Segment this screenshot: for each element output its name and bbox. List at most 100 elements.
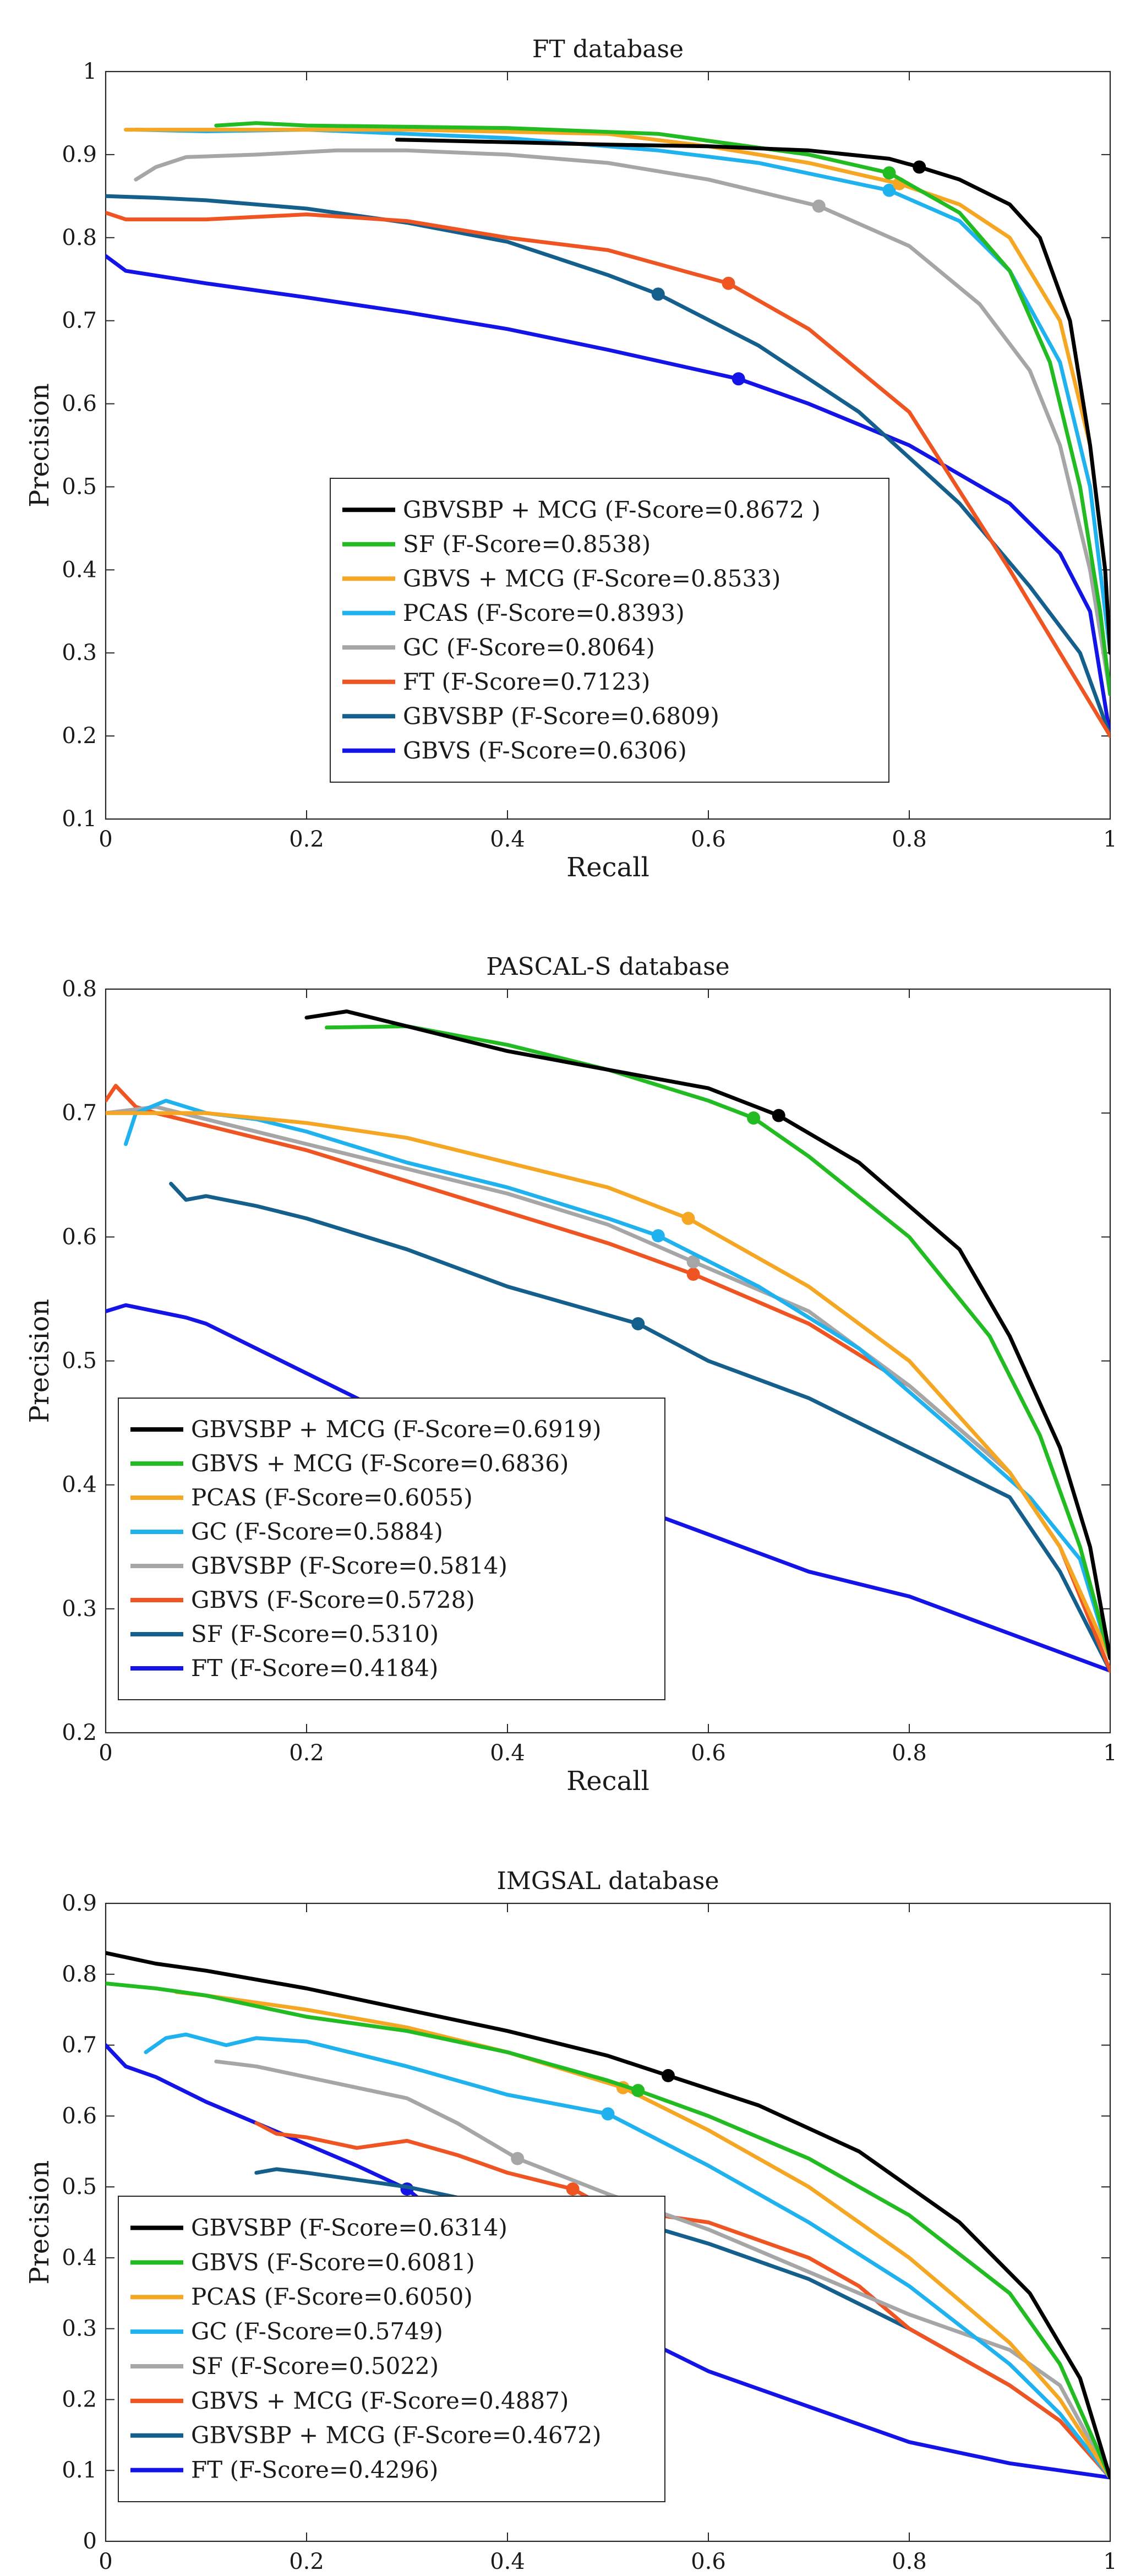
- series-group: [106, 1009, 1110, 1673]
- y-tick-label: 0.5: [62, 474, 97, 499]
- legend-entry: PCAS (F-Score=0.8393): [403, 599, 685, 626]
- series-line-pcas: [174, 1990, 1110, 2480]
- y-tick-label: 0.4: [62, 557, 97, 582]
- x-tick-label: 0.4: [490, 1740, 525, 1766]
- x-tick-label: 0.2: [289, 827, 324, 852]
- x-tick-label: 0.8: [892, 1740, 927, 1766]
- f-score-point: [681, 1211, 695, 1225]
- legend-entry: PCAS (F-Score=0.6050): [191, 2283, 473, 2310]
- legend-entry: GC (F-Score=0.8064): [403, 634, 655, 661]
- chart-panel-3: 0 0.2 0.4 0.6 0.8 1 0 0.1 0.2 0.3 0.4 0.5 0.6 0.7 0.8 0…: [24, 1867, 1117, 2576]
- legend-entry: PCAS (F-Score=0.6055): [191, 1484, 473, 1511]
- x-tick-label: 1: [1103, 2549, 1117, 2573]
- legend-entry: FT (F-Score=0.7123): [403, 668, 650, 695]
- legend-box: [330, 478, 889, 783]
- x-tick-label: 0.6: [691, 827, 726, 852]
- legend-box: [118, 1398, 665, 1700]
- series-line-gc: [144, 2032, 1110, 2480]
- legend-entry: SF (F-Score=0.8538): [403, 531, 651, 558]
- y-tick-label: 0: [83, 2529, 97, 2554]
- x-tick-label: 0: [99, 2549, 112, 2573]
- f-score-point: [722, 276, 735, 290]
- f-score-point: [631, 1317, 645, 1330]
- f-score-point: [686, 1255, 700, 1269]
- x-tick-label: 0: [99, 1740, 112, 1766]
- legend-box: [118, 2196, 665, 2502]
- series-line-ft: [106, 211, 1110, 738]
- legend-entry: GBVSBP (F-Score=0.5814): [191, 1552, 507, 1579]
- y-tick-label: 0.6: [62, 1224, 97, 1249]
- legend-entry: GBVS (F-Score=0.5728): [191, 1586, 475, 1613]
- chart-title: IMGSAL database: [496, 1867, 719, 1895]
- f-score-point: [747, 1111, 761, 1125]
- f-score-point: [566, 2182, 580, 2196]
- series-line-pcas: [106, 1111, 1110, 1661]
- y-axis-label: Precision: [24, 1299, 55, 1423]
- x-tick-label: 0.8: [892, 2549, 927, 2573]
- f-score-point: [662, 2069, 675, 2082]
- legend-entry: GBVSBP (F-Score=0.6314): [191, 2214, 507, 2241]
- x-tick-label: 0.6: [691, 1740, 726, 1766]
- legend-entry: GBVSBP + MCG (F-Score=0.4672): [191, 2422, 601, 2449]
- y-tick-label: 0.3: [62, 2316, 97, 2342]
- x-tick-label: 0.6: [691, 2549, 726, 2573]
- legend-entry: GBVS + MCG (F-Score=0.6836): [191, 1450, 569, 1477]
- y-tick-label: 0.2: [62, 2387, 97, 2412]
- f-score-point: [812, 199, 826, 213]
- y-tick-label: 0.5: [62, 1349, 97, 1374]
- y-tick-label: 0.2: [62, 723, 97, 749]
- chart-panel-2: 0 0.2 0.4 0.6 0.8 10.20.30.40.50.60.70.8PASCA…: [24, 953, 1117, 1797]
- legend-entry: SF (F-Score=0.5310): [191, 1620, 439, 1647]
- legend-entry: GBVS + MCG (F-Score=0.8533): [403, 565, 780, 592]
- y-axis-label: Precision: [24, 383, 55, 507]
- y-tick-label: 0.1: [62, 2458, 97, 2483]
- y-tick-label: 0.3: [62, 640, 97, 665]
- y-tick-label: 0.7: [62, 308, 97, 334]
- f-score-point: [882, 166, 896, 180]
- legend-entry: GC (F-Score=0.5884): [191, 1518, 443, 1545]
- y-tick-label: 0.8: [62, 1962, 97, 1987]
- y-tick-label: 0.6: [62, 2103, 97, 2129]
- legend: GBVSBP + MCG (F-Score=0.8672 ) SF (F-Scor…: [330, 478, 889, 783]
- series-line-gc: [124, 1099, 1110, 1661]
- f-score-point: [731, 372, 745, 386]
- f-score-point: [913, 160, 926, 174]
- legend: GBVSBP (F-Score=0.6314) GBVS (F-Score=0.6…: [118, 2196, 665, 2502]
- x-tick-label: 1: [1103, 1740, 1117, 1766]
- y-tick-label: 0.7: [62, 2033, 97, 2058]
- y-tick-label: 1: [83, 59, 97, 84]
- series-line-sf: [169, 1182, 1110, 1673]
- legend-entry: GBVS + MCG (F-Score=0.4887): [191, 2387, 569, 2414]
- x-tick-label: 0: [99, 827, 112, 852]
- y-tick-label: 0.7: [62, 1100, 97, 1126]
- f-score-point: [772, 1109, 785, 1122]
- series-line-gbvs: [106, 254, 1110, 738]
- legend: GBVSBP + MCG (F-Score=0.6919) GBVS + MCG …: [118, 1398, 665, 1700]
- f-score-point: [631, 2083, 645, 2097]
- legend-entry: GBVSBP + MCG (F-Score=0.6919): [191, 1416, 601, 1443]
- legend-entry: GBVSBP + MCG (F-Score=0.8672 ): [403, 496, 821, 523]
- series-group: [106, 121, 1110, 738]
- y-tick-label: 0.4: [62, 1472, 97, 1498]
- series-line-gbvsbp: [106, 194, 1110, 738]
- x-tick-label: 0.4: [490, 827, 525, 852]
- legend-entry: GBVS (F-Score=0.6306): [403, 737, 687, 764]
- y-tick-label: 0.3: [62, 1596, 97, 1622]
- legend-entry: SF (F-Score=0.5022): [191, 2353, 439, 2379]
- y-tick-label: 0.1: [62, 806, 97, 832]
- x-tick-label: 0.2: [289, 1740, 324, 1766]
- x-axis-label: Recall: [566, 852, 649, 883]
- y-tick-label: 0.8: [62, 225, 97, 250]
- legend-entry: FT (F-Score=0.4296): [191, 2457, 438, 2484]
- x-tick-label: 0.4: [490, 2549, 525, 2573]
- y-axis-label: Precision: [24, 2160, 55, 2285]
- y-tick-label: 0.9: [62, 142, 97, 167]
- y-tick-label: 0.5: [62, 2174, 97, 2200]
- x-axis-label: Recall: [566, 1766, 649, 1797]
- f-score-point: [601, 2107, 615, 2121]
- f-score-point: [651, 287, 665, 301]
- y-tick-label: 0.9: [62, 1891, 97, 1916]
- series-line-gbvs-mcg: [325, 1024, 1110, 1661]
